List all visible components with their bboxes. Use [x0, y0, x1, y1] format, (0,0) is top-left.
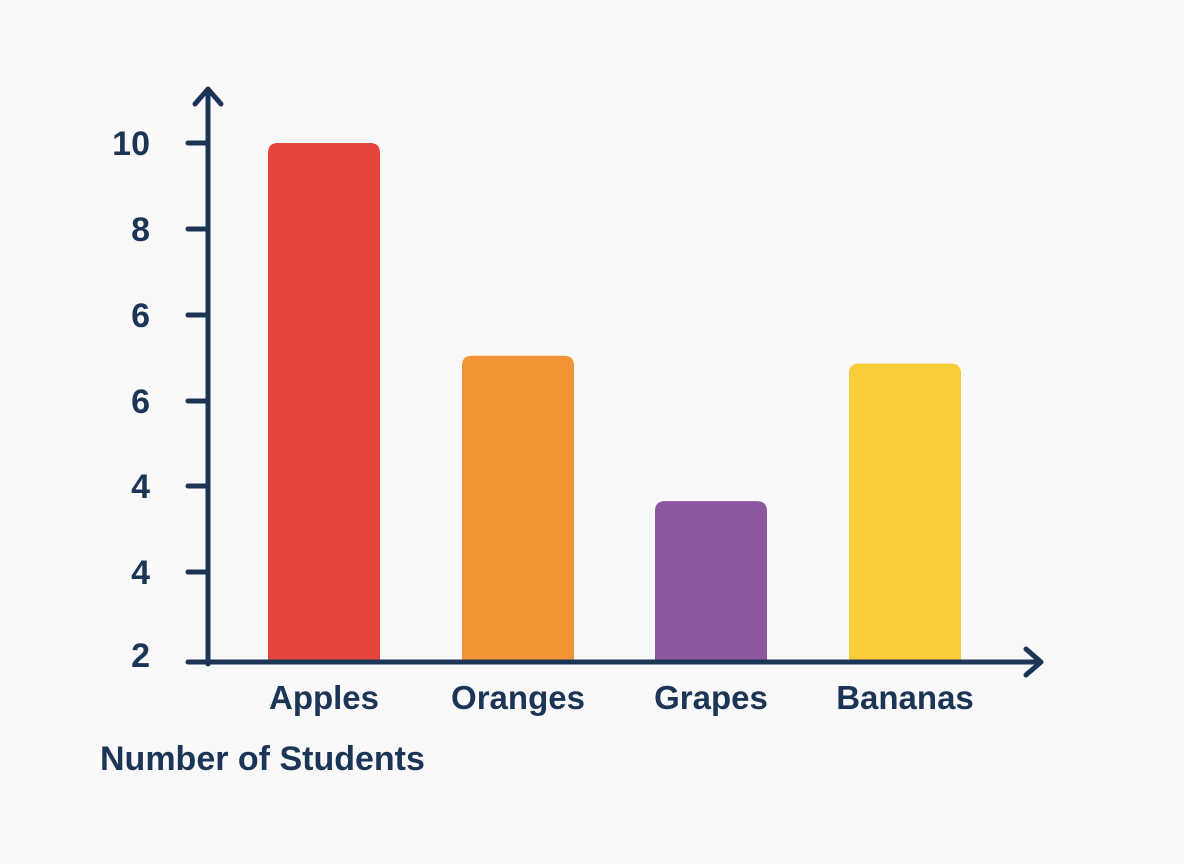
y-ticks-layer: 2 4 4 6 6 8 10	[112, 125, 211, 675]
y-tick-label: 6	[131, 383, 150, 421]
x-category-label: Grapes	[654, 679, 768, 716]
x-axis-title: Number of Students	[100, 740, 425, 778]
x-axis-arrow-icon	[1023, 646, 1044, 678]
y-tick-label: 4	[131, 468, 150, 506]
y-tick-label: 8	[131, 211, 150, 249]
bar-grapes	[655, 501, 767, 662]
bar-apples	[268, 143, 380, 662]
bars-layer	[268, 143, 961, 662]
x-category-label: Bananas	[836, 679, 974, 716]
y-tick-label: 4	[131, 554, 150, 592]
x-category-label: Apples	[269, 679, 379, 716]
y-tick-label: 2	[131, 637, 150, 675]
x-category-label: Oranges	[451, 679, 585, 716]
y-tick-label: 10	[112, 125, 150, 163]
y-axis-arrow-icon	[192, 86, 224, 107]
y-tick-label: 6	[131, 297, 150, 335]
axes-layer	[185, 86, 1044, 678]
bar-oranges	[462, 355, 574, 662]
x-categories-layer: Apples Oranges Grapes Bananas	[269, 679, 974, 716]
bar-bananas	[849, 363, 961, 662]
